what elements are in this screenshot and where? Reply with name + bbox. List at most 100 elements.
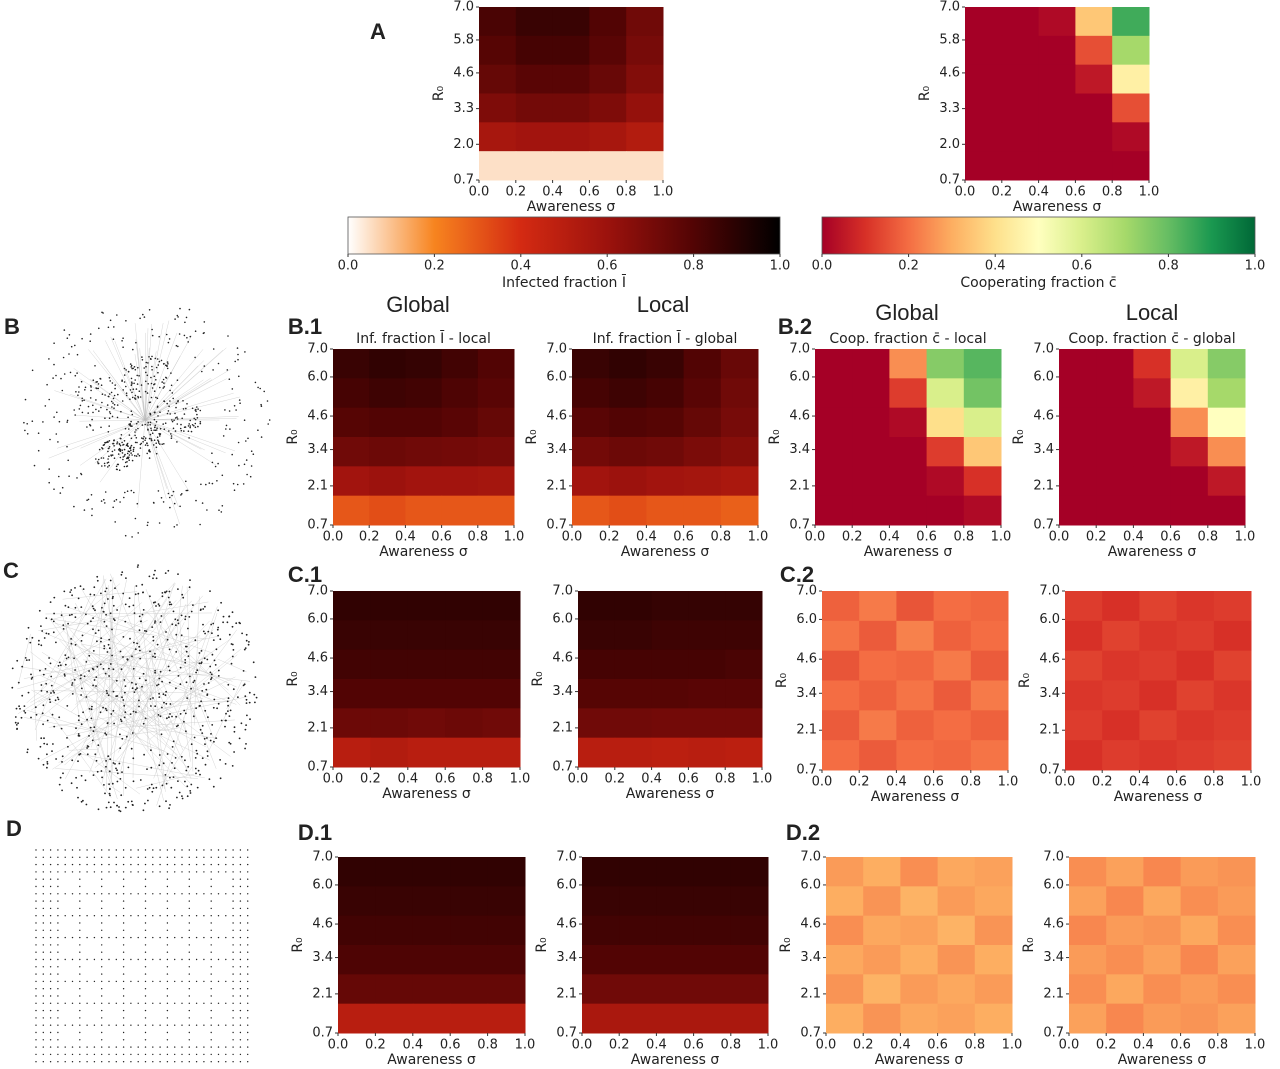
y-tick-label: 0.7 (796, 763, 817, 778)
network-node (122, 444, 124, 446)
heatmap-cell (1170, 437, 1209, 467)
network-node (113, 722, 115, 725)
network-node (98, 448, 101, 451)
network-node (108, 980, 110, 983)
network-node (57, 1031, 59, 1034)
network-node (140, 384, 143, 386)
heatmap-cell (970, 710, 1009, 741)
heatmap-cell (1170, 407, 1209, 438)
heatmap-cell (609, 466, 647, 497)
network-node (189, 579, 191, 581)
y-tick-label: 7.0 (796, 584, 817, 599)
network-node (76, 353, 79, 356)
heatmap-cell (589, 35, 627, 66)
network-node (155, 446, 158, 449)
network-node (125, 392, 128, 395)
network-edge (97, 716, 176, 758)
network-node (174, 412, 176, 415)
network-node (49, 958, 52, 961)
network-node (42, 1002, 44, 1004)
network-node (209, 590, 211, 592)
network-node (239, 1061, 242, 1063)
network-edge (77, 611, 100, 633)
network-node (62, 624, 65, 626)
network-node (86, 1046, 88, 1048)
network-node (210, 733, 212, 735)
network-node (185, 681, 188, 684)
network-node (38, 609, 41, 612)
network-node (42, 988, 44, 990)
network-node (138, 454, 141, 457)
network-node (122, 878, 125, 880)
network-node (139, 447, 142, 449)
network-node (74, 643, 77, 646)
heatmap-cell (859, 710, 897, 741)
network-node (154, 429, 157, 432)
heatmap-cell (1102, 680, 1140, 711)
x-axis-label: Awareness σ (1108, 544, 1197, 560)
network-node (166, 1053, 169, 1056)
network-edge (40, 728, 102, 761)
network-edge (144, 328, 149, 421)
network-node (195, 1002, 198, 1004)
network-edge (52, 708, 145, 770)
heatmap-cell (1176, 650, 1215, 681)
network-node (166, 988, 169, 990)
heatmap-cell (926, 495, 965, 526)
network-node (247, 1031, 249, 1034)
network-node (101, 980, 103, 983)
network-node (35, 893, 37, 895)
heatmap-cell (822, 650, 860, 681)
network-node (172, 740, 175, 743)
network-node (247, 1053, 249, 1056)
network-node (158, 696, 161, 698)
network-node (92, 411, 94, 414)
x-axis-label: Awareness σ (875, 1052, 964, 1068)
network-node (112, 618, 115, 620)
network-node (177, 573, 179, 575)
network-node (159, 1002, 161, 1004)
network-node (42, 1009, 44, 1012)
heatmap-cell (614, 679, 653, 709)
network-node (255, 696, 258, 699)
network-node (143, 316, 146, 318)
panel-label: B (4, 314, 20, 339)
network-node (176, 441, 178, 443)
y-axis-label: R₀ (530, 671, 546, 687)
heatmap-cell (405, 349, 443, 379)
network-node (101, 900, 103, 902)
heatmap-cell (896, 710, 935, 741)
x-tick-label: 0.2 (604, 772, 625, 787)
network-node (232, 856, 234, 858)
network-node (101, 871, 103, 873)
y-tick-label: 0.7 (307, 760, 328, 775)
network-node (131, 459, 134, 462)
network-edge (144, 335, 192, 421)
network-node (211, 452, 213, 455)
x-tick-label: 1.0 (752, 772, 773, 787)
heatmap-cell (683, 349, 722, 379)
network-node (217, 936, 220, 939)
heatmap-cell (482, 737, 521, 768)
network-node (177, 400, 179, 402)
network-node (101, 966, 103, 968)
network-node (96, 575, 99, 578)
network-node (137, 915, 139, 917)
network-edge (193, 596, 200, 726)
network-node (203, 1024, 205, 1026)
heatmap-cell (656, 857, 695, 887)
network-node (171, 623, 174, 626)
heatmap-cell (822, 740, 860, 771)
network-node (35, 1017, 37, 1019)
network-node (42, 973, 44, 975)
network-edge (106, 614, 213, 654)
network-node (49, 893, 52, 895)
network-node (167, 341, 170, 344)
network-edge (144, 349, 204, 421)
network-node (210, 863, 212, 866)
heatmap-cell (589, 122, 627, 152)
network-node (112, 442, 115, 445)
network-node (237, 353, 239, 356)
network-edge (125, 723, 218, 739)
network-node (115, 936, 118, 939)
